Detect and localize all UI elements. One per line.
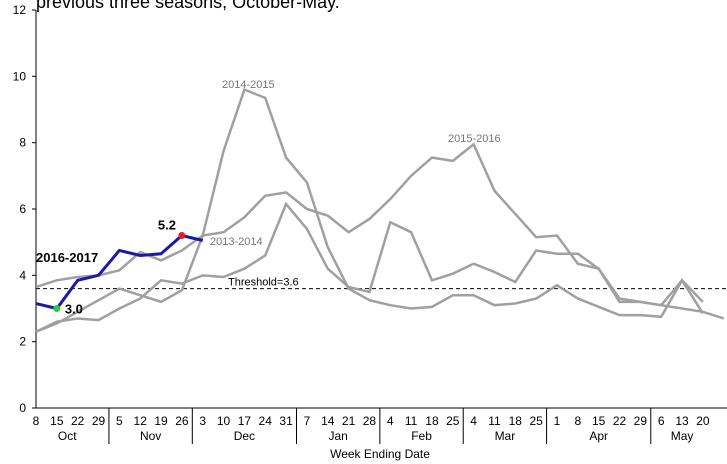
x-tick-label: 22 xyxy=(71,414,85,428)
month-label: May xyxy=(671,429,694,443)
month-label: Nov xyxy=(140,429,161,443)
x-tick-label: 15 xyxy=(592,414,606,428)
y-tick-label: 4 xyxy=(19,268,26,282)
x-tick-label: 22 xyxy=(613,414,627,428)
series-label: 2014-2015 xyxy=(222,79,275,91)
x-tick-label: 8 xyxy=(33,414,40,428)
x-tick-label: 24 xyxy=(259,414,273,428)
y-tick-label: 12 xyxy=(13,3,27,17)
series-line xyxy=(35,142,725,320)
y-tick-label: 6 xyxy=(19,202,26,216)
x-tick-label: 20 xyxy=(696,414,710,428)
x-tick-label: 28 xyxy=(363,414,377,428)
x-tick-label: 25 xyxy=(529,414,543,428)
x-tick-label: 11 xyxy=(405,414,418,428)
x-tick-label: 29 xyxy=(92,414,106,428)
y-tick-label: 2 xyxy=(19,335,26,349)
month-label: Apr xyxy=(589,429,608,443)
x-tick-label: 10 xyxy=(217,414,231,428)
series-line xyxy=(35,233,204,311)
x-tick-label: 25 xyxy=(446,414,460,428)
month-label: Feb xyxy=(411,429,432,443)
x-tick-label: 3 xyxy=(199,414,206,428)
x-tick-label: 6 xyxy=(658,414,665,428)
x-tick-label: 19 xyxy=(154,414,168,428)
data-label: 3.0 xyxy=(65,302,83,317)
x-tick-label: 4 xyxy=(470,414,477,428)
month-label: Mar xyxy=(495,429,516,443)
data-label: 5.2 xyxy=(158,218,176,233)
x-tick-label: 1 xyxy=(554,414,561,428)
month-label: Jan xyxy=(329,429,348,443)
x-tick-label: 18 xyxy=(509,414,523,428)
series-line xyxy=(35,87,704,333)
x-tick-label: 15 xyxy=(50,414,64,428)
month-label: Dec xyxy=(234,429,255,443)
x-tick-label: 26 xyxy=(175,414,189,428)
highlight-point xyxy=(178,232,186,240)
x-tick-label: 31 xyxy=(279,414,293,428)
y-tick-label: 0 xyxy=(19,401,26,415)
threshold-label: Threshold=3.6 xyxy=(228,277,299,289)
chart-title: previous three seasons, October-May. xyxy=(36,0,340,12)
highlight-point xyxy=(53,305,61,312)
series-label: 2013-2014 xyxy=(210,236,263,248)
series-label: 2015-2016 xyxy=(448,133,501,145)
x-tick-label: 18 xyxy=(425,414,439,428)
x-tick-label: 4 xyxy=(387,414,394,428)
x-tick-label: 17 xyxy=(238,414,252,428)
x-tick-label: 14 xyxy=(321,414,335,428)
x-tick-label: 13 xyxy=(675,414,689,428)
y-tick-label: 8 xyxy=(19,136,26,150)
x-tick-label: 21 xyxy=(342,414,356,428)
x-axis-title: Week Ending Date xyxy=(330,447,430,461)
x-tick-label: 7 xyxy=(304,414,311,428)
x-tick-label: 12 xyxy=(134,414,148,428)
series-line xyxy=(35,201,704,333)
x-tick-label: 8 xyxy=(574,414,581,428)
month-label: Oct xyxy=(58,429,77,443)
series-label: 2016-2017 xyxy=(36,250,98,265)
x-tick-label: 11 xyxy=(488,414,501,428)
x-tick-label: 5 xyxy=(116,414,123,428)
y-tick-label: 10 xyxy=(13,69,27,83)
x-tick-label: 29 xyxy=(634,414,648,428)
